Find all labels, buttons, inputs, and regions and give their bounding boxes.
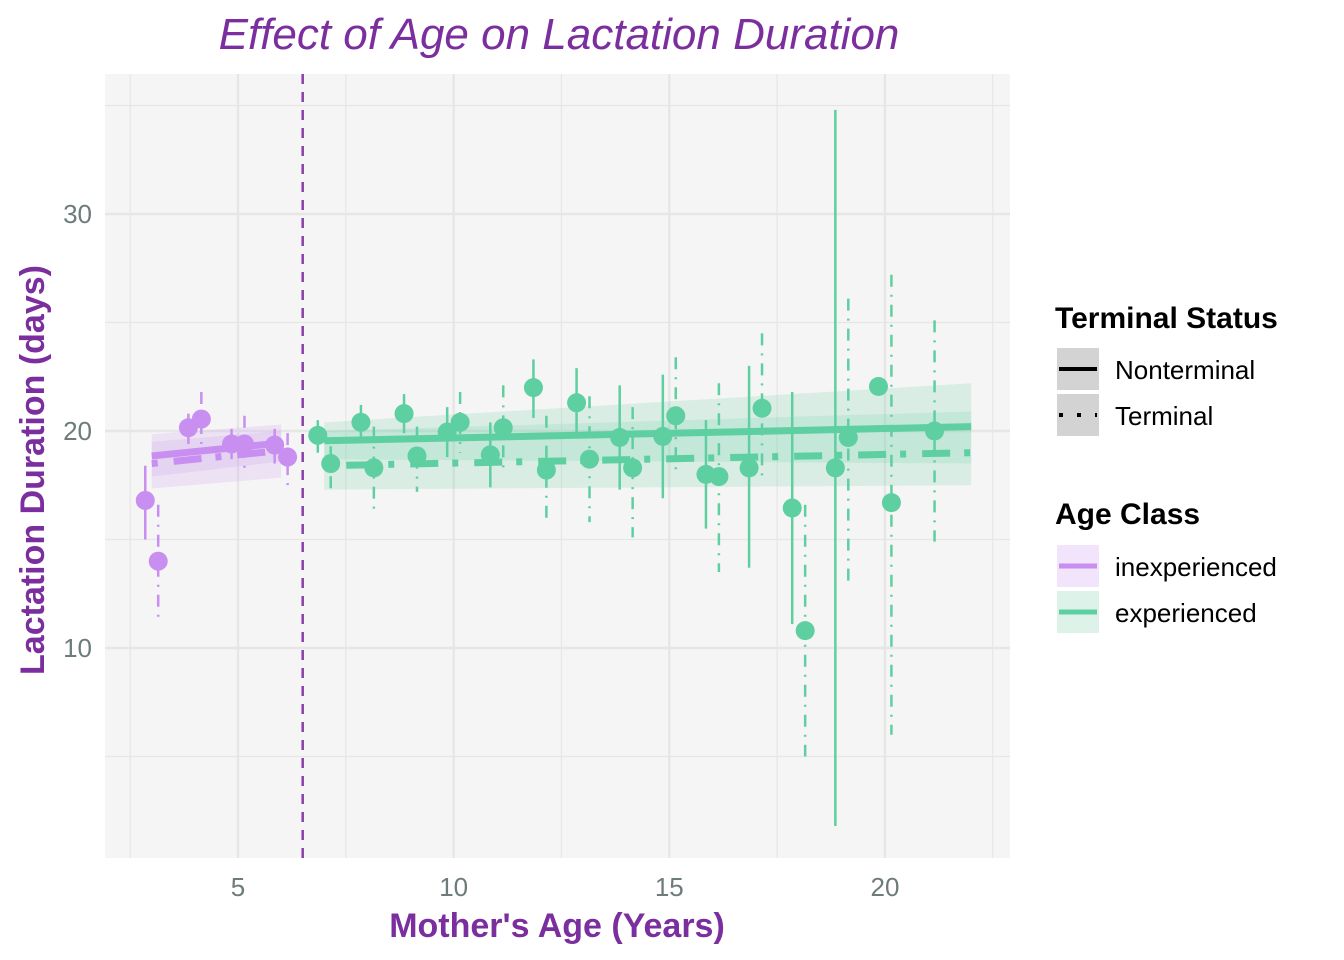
legend-label-experienced: experienced — [1115, 598, 1257, 628]
data-point — [709, 467, 729, 487]
data-point — [437, 422, 457, 442]
data-point — [278, 447, 298, 467]
y-tick-label: 10 — [63, 633, 92, 663]
data-point — [782, 498, 802, 518]
data-point — [148, 551, 168, 571]
y-tick-label: 20 — [63, 416, 92, 446]
data-point — [825, 458, 845, 478]
data-point — [407, 446, 427, 466]
data-point — [351, 412, 371, 432]
fit-lines — [151, 423, 972, 470]
y-axis-title: Lactation Duration (days) — [14, 265, 52, 675]
data-point — [795, 621, 815, 641]
data-point — [450, 412, 470, 432]
legend-label-inexperienced: inexperienced — [1115, 552, 1277, 582]
data-point — [480, 445, 500, 465]
fit-line-experienced-nonterminal — [324, 423, 972, 445]
data-point — [653, 426, 673, 446]
data-point — [580, 449, 600, 469]
x-tick-label: 20 — [870, 872, 899, 902]
ci-ribbon-experienced-nonterminal — [324, 383, 972, 464]
data-point — [135, 490, 155, 510]
y-axis: 10 20 30 — [63, 199, 92, 663]
data-point — [536, 460, 556, 480]
data-point — [868, 377, 888, 397]
data-point — [623, 458, 643, 478]
fit-line-inexperienced-terminal — [151, 447, 282, 468]
plot-panel — [105, 74, 1010, 858]
data-point — [881, 493, 901, 513]
x-axis-title: Mother's Age (Years) — [389, 907, 725, 945]
data-point — [925, 421, 945, 441]
data-point — [752, 398, 772, 418]
x-tick-label: 5 — [231, 872, 245, 902]
data-point — [191, 409, 211, 429]
x-tick-label: 10 — [439, 872, 468, 902]
legend: Terminal Status Nonterminal Terminal Age… — [1055, 302, 1278, 633]
data-point — [739, 458, 759, 478]
legend-label-nonterminal: Nonterminal — [1115, 355, 1255, 385]
legend-label-terminal: Terminal — [1115, 401, 1213, 431]
data-point — [364, 458, 384, 478]
data-point — [610, 428, 630, 448]
grid — [105, 74, 1010, 858]
data-point — [321, 454, 341, 474]
data-point — [567, 393, 587, 413]
data-point — [265, 435, 285, 455]
legend-title-terminal-status: Terminal Status — [1055, 302, 1278, 335]
chart-title: Effect of Age on Lactation Duration — [219, 10, 900, 59]
x-tick-label: 15 — [655, 872, 684, 902]
points — [135, 377, 945, 641]
legend-title-age-class: Age Class — [1055, 498, 1200, 531]
data-point — [394, 404, 414, 424]
y-tick-label: 30 — [63, 199, 92, 229]
data-point — [308, 425, 328, 445]
fit-line-inexperienced-nonterminal — [151, 439, 282, 460]
x-axis: 5 10 15 20 — [231, 872, 900, 902]
data-point — [493, 418, 513, 438]
data-point — [234, 434, 254, 454]
data-point — [838, 428, 858, 448]
data-point — [523, 378, 543, 398]
data-point — [666, 406, 686, 426]
fit-line-experienced-terminal — [324, 449, 972, 470]
